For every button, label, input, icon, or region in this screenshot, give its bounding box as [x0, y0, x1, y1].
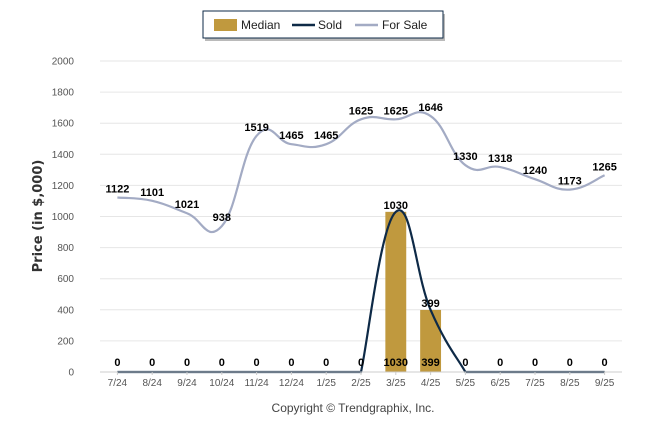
for-sale-value-label: 1021: [175, 199, 199, 211]
sold-value-label: 0: [497, 357, 503, 369]
for-sale-value-label: 1330: [453, 151, 477, 163]
x-tick-label: 8/24: [142, 378, 162, 389]
sold-value-label: 0: [462, 357, 468, 369]
legend-label-sold: Sold: [318, 18, 342, 32]
median-bar: [385, 211, 407, 372]
y-axis-ticks: 0 200 400 600 800 1000 1200 1400 1600 1800 2000: [52, 57, 75, 379]
y-tick-label: 800: [57, 243, 74, 254]
for-sale-value-label: 1465: [314, 130, 338, 142]
median-bars: [385, 211, 442, 372]
x-tick-label: 2/25: [351, 378, 371, 389]
x-tick-label: 3/25: [386, 378, 406, 389]
x-tick-label: 9/25: [595, 378, 615, 389]
x-tick-label: 6/25: [490, 378, 510, 389]
x-tick-label: 10/24: [209, 378, 234, 389]
for-sale-value-label: 1101: [140, 187, 164, 199]
for-sale-value-label: 1240: [523, 165, 547, 177]
grid-lines: [100, 60, 622, 342]
for-sale-value-label: 1318: [488, 153, 512, 165]
for-sale-value-label: 1173: [558, 176, 582, 188]
y-tick-label: 2000: [52, 57, 75, 68]
sold-value-label: 0: [567, 357, 573, 369]
sold-value-label: 0: [532, 357, 538, 369]
median-swatch-icon: [214, 19, 237, 31]
median-bar-value-label: 1030: [384, 200, 408, 212]
x-tick-label: 4/25: [421, 378, 441, 389]
x-tick-label: 7/25: [525, 378, 545, 389]
sold-value-label: 0: [323, 357, 329, 369]
x-tick-label: 11/24: [244, 378, 269, 389]
x-tick-label: 8/25: [560, 378, 580, 389]
for-sale-value-label: 1465: [279, 130, 303, 142]
y-tick-label: 400: [57, 305, 74, 316]
y-tick-label: 600: [57, 274, 74, 285]
y-tick-label: 1200: [52, 181, 75, 192]
x-tick-label: 12/24: [279, 378, 304, 389]
sold-value-label: 0: [254, 357, 260, 369]
sold-value-label: 1030: [384, 357, 408, 369]
data-labels: 1030 399 0 0 0 0 0 0 0 0 1030 399 0 0 0 0 0 1122 1101 1021 9…: [105, 102, 616, 369]
sold-value-label: 0: [114, 357, 120, 369]
y-tick-label: 1400: [52, 150, 75, 161]
sold-value-label: 0: [219, 357, 225, 369]
legend-item-sold[interactable]: Sold: [292, 18, 342, 32]
sold-value-label: 0: [288, 357, 294, 369]
for-sale-value-label: 1265: [592, 161, 616, 173]
sold-value-label: 0: [358, 357, 364, 369]
sold-value-label: 0: [602, 357, 608, 369]
legend-item-for-sale[interactable]: For Sale: [355, 18, 428, 32]
legend: Median Sold For Sale: [202, 10, 445, 41]
for-sale-value-label: 1625: [384, 105, 408, 117]
for-sale-value-label: 1646: [418, 102, 442, 114]
for-sale-value-label: 1519: [244, 122, 268, 134]
median-bar: [420, 309, 442, 372]
x-tick-label: 5/25: [456, 378, 476, 389]
x-tick-label: 1/25: [316, 378, 336, 389]
for-sale-line: [117, 111, 606, 234]
x-tick-label: 9/24: [177, 378, 197, 389]
y-axis-title: Price (in $,000): [31, 160, 46, 273]
x-axis-ticks: 7/24 8/24 9/24 10/24 11/24 12/24 1/25 2/25 3/25 4…: [108, 372, 615, 389]
sold-value-label: 0: [184, 357, 190, 369]
y-tick-label: 200: [57, 336, 74, 347]
legend-item-median[interactable]: Median: [214, 18, 280, 32]
copyright-footer: Copyright © Trendgraphix, Inc.: [272, 401, 435, 415]
y-tick-label: 1800: [52, 88, 75, 99]
for-sale-value-label: 1625: [349, 105, 373, 117]
y-tick-label: 1000: [52, 212, 75, 223]
for-sale-value-label: 1122: [105, 184, 129, 196]
for-sale-value-label: 938: [213, 212, 231, 224]
y-tick-label: 0: [68, 368, 74, 379]
y-tick-label: 1600: [52, 119, 75, 130]
legend-box: [202, 10, 444, 39]
median-bar-value-label: 399: [421, 298, 439, 310]
sold-value-label: 0: [149, 357, 155, 369]
x-tick-label: 7/24: [108, 378, 128, 389]
legend-label-for-sale: For Sale: [382, 18, 428, 32]
sold-line: [117, 209, 605, 374]
sold-value-label: 399: [421, 357, 439, 369]
legend-label-median: Median: [241, 18, 280, 32]
